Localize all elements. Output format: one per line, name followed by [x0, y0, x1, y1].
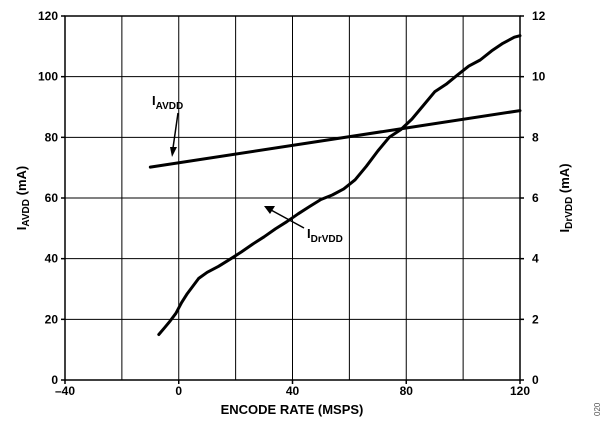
series-line-drvdd: [157, 34, 522, 336]
right-tick-label: 6: [532, 191, 539, 205]
x-tick-label: 120: [510, 384, 530, 398]
right-tick-label: 4: [532, 252, 539, 266]
x-tick-label: 0: [175, 384, 182, 398]
x-axis-ticks: –40 0 40 80 120: [55, 380, 530, 398]
left-tick-label: 20: [45, 312, 59, 326]
annotation-idrvdd-label: IDrVDD: [307, 226, 343, 245]
figure-number: 020: [593, 402, 602, 416]
right-axis-ticks: 0 2 4 6 8 10 12: [520, 9, 546, 387]
right-tick-label: 0: [532, 373, 539, 387]
annotation-iavdd-arrow-shaft: [172, 112, 179, 149]
right-tick-label: 2: [532, 312, 539, 326]
right-axis-title: IDrVDD (mA): [557, 163, 575, 232]
annotation-idrvdd-arrow-shaft: [270, 209, 305, 229]
left-tick-label: 120: [38, 9, 58, 23]
annotation-iavdd-label: IAVDD: [152, 93, 183, 112]
annotation-idrvdd: IDrVDD: [264, 206, 343, 245]
right-tick-label: 8: [532, 130, 539, 144]
left-tick-label: 100: [38, 70, 58, 84]
left-tick-label: 80: [45, 130, 59, 144]
x-tick-label: 80: [400, 384, 414, 398]
left-axis-title: IAVDD (mA): [14, 166, 32, 230]
left-axis-ticks: 0 20 40 60 80 100 120: [38, 9, 65, 387]
annotation-iavdd-arrowhead: [170, 147, 177, 157]
grid-lines: [64, 15, 521, 381]
left-tick-label: 60: [45, 191, 59, 205]
series-layer: [148, 34, 522, 336]
annotation-idrvdd-arrowhead: [264, 206, 275, 214]
annotation-iavdd: IAVDD: [152, 93, 183, 157]
x-axis-title: ENCODE RATE (MSPS): [221, 402, 364, 417]
left-tick-label: 0: [51, 373, 58, 387]
right-tick-label: 10: [532, 70, 546, 84]
right-tick-label: 12: [532, 9, 546, 23]
series-line-avdd: [148, 109, 522, 169]
left-tick-label: 40: [45, 252, 59, 266]
x-tick-label: –40: [55, 384, 75, 398]
x-tick-label: 40: [286, 384, 300, 398]
